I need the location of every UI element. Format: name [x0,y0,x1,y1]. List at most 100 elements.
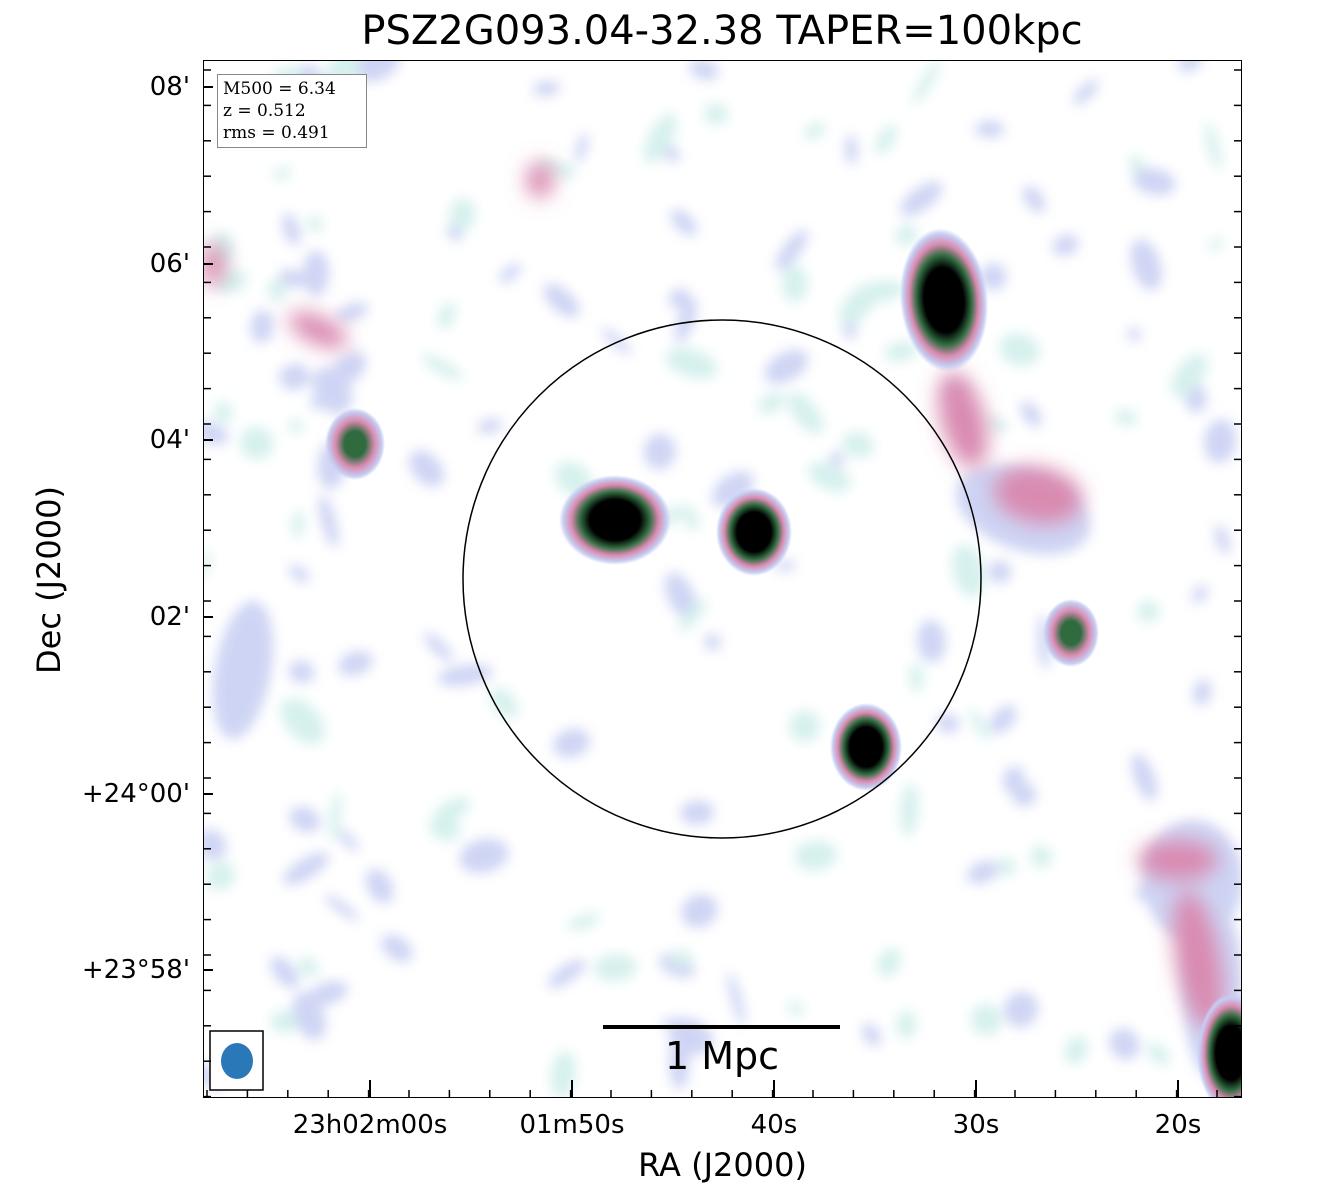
noise-blob [704,633,721,651]
noise-blob [875,124,898,155]
noise-blob [318,494,339,548]
noise-blob [1130,239,1162,291]
noise-blob [437,302,456,330]
y-tick-label: 04' [149,425,190,455]
noise-blob [876,948,902,977]
noise-blob [477,418,503,434]
noise-blob [270,956,299,989]
m500-text: M500 = 6.34 [223,79,336,99]
noise-blob [1178,60,1203,72]
noise-blob [499,263,521,284]
diffuse-emission [203,243,225,287]
cluster-info-box: M500 = 6.34 z = 0.512 rms = 0.491 [217,74,367,148]
x-tick-label: 20s [1154,1110,1202,1140]
noise-blob [970,1003,1002,1036]
noise-blob [844,134,858,165]
noise-blob [1064,1035,1088,1065]
noise-blob [1170,353,1208,397]
noise-blob [974,120,1005,138]
noise-blob [989,705,1017,734]
noise-blob [567,913,600,931]
noise-blob [338,650,373,676]
noise-blob [1192,679,1212,706]
noise-blob [335,302,369,323]
noise-blob [803,122,826,140]
noise-blob [250,309,274,344]
noise-blob [979,263,1007,291]
image-title: PSZ2G093.04-32.38 TAPER=100kpc [361,8,1083,54]
y-tick-label: 08' [149,72,190,102]
noise-blob [292,992,326,1041]
noise-blob [308,981,348,1006]
noise-blob [1073,79,1099,105]
noise-blob [601,328,632,355]
scale-bar-label: 1 Mpc [664,1034,780,1078]
y-tick-label: +23°58' [81,955,190,985]
noise-blob [1208,237,1224,252]
noise-blob [1147,1042,1171,1066]
noise-blob [781,264,808,303]
noise-blob [1052,234,1079,256]
noise-blob [303,250,330,297]
noise-blob [203,422,229,445]
y-tick-label: 02' [149,602,190,632]
noise-blob [1192,585,1208,603]
noise-blob [862,1023,881,1047]
noise-blob [1022,185,1046,213]
noise-blob [553,728,590,758]
noise-blob [272,167,292,181]
noise-blob [775,229,808,271]
noise-blob [968,708,991,741]
noise-blob [1020,401,1042,427]
noise-blob [830,451,844,467]
noise-blob [449,198,476,231]
noise-blob [365,868,394,904]
x-tick-label: 01m50s [519,1110,625,1140]
noise-blob [329,791,342,841]
point-source [325,408,385,480]
noise-blob [681,894,718,928]
noise-blob [331,351,367,385]
noise-blob [997,857,1016,877]
noise-blob [575,132,588,163]
noise-blob [288,419,304,433]
noise-blob [240,426,274,460]
noise-blob [794,840,838,871]
noise-blob [1131,753,1158,801]
noise-blob [289,564,310,583]
noise-blob [789,710,821,743]
noise-blob [1214,524,1230,555]
noise-blob [984,416,1009,432]
point-source [899,228,989,372]
noise-blob [434,797,471,823]
diffuse-emission [993,466,1083,524]
noise-blob [1030,845,1053,868]
noise-blob [338,829,359,851]
diffuse-emission [1138,840,1218,880]
noise-blob [999,333,1040,367]
noise-blob [381,934,413,963]
radio-map [203,60,1242,1098]
noise-blob [532,81,561,97]
diffuse-emission [938,371,988,469]
diffuse-emission [1173,890,1223,1030]
x-tick-label: 23h02m00s [292,1110,448,1140]
y-axis-label: Dec (J2000) [30,486,68,674]
x-tick-label: 40s [750,1110,798,1140]
noise-blob [353,60,400,82]
noise-blob [279,269,306,288]
noise-blob [543,283,580,318]
noise-blob [896,1010,917,1039]
noise-blob [808,462,851,492]
noise-blob [899,783,919,836]
noise-blob [307,215,323,233]
noise-blob [214,401,233,425]
point-source [1043,599,1099,667]
y-tick-label: +24°00' [81,779,190,809]
noise-blob [665,347,718,379]
x-axis-label: RA (J2000) [638,1146,807,1184]
noise-blob [850,280,906,304]
noise-blob [670,209,698,236]
noise-blob [1133,168,1176,196]
noise-blob [297,957,319,977]
